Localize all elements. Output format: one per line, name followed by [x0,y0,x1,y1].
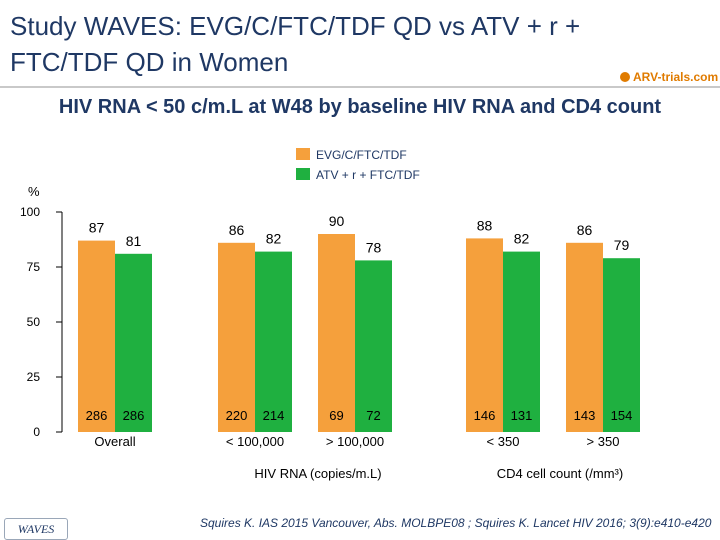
data-label: 81 [126,233,142,249]
y-tick-label: 100 [20,205,40,219]
n-label: 154 [611,408,633,423]
legend-swatch-atv [296,168,310,180]
data-label: 88 [477,217,493,233]
data-label: 82 [266,231,282,247]
n-label: 131 [511,408,533,423]
data-label: 82 [514,231,530,247]
data-label: 90 [329,213,345,229]
bar-atv [115,253,152,432]
logo-text: ARV-trials.com [633,70,719,84]
bar-evg [318,234,355,432]
n-label: 220 [226,408,248,423]
data-label: 78 [366,239,382,255]
y-axis-label: % [28,184,40,199]
data-label: 86 [577,222,593,238]
group-label-cd4: CD4 cell count (/mm³) [497,466,623,481]
category-label: < 350 [487,434,520,449]
data-label: 87 [89,220,105,236]
data-label: 79 [614,237,630,253]
title-divider [0,86,720,88]
n-label: 143 [574,408,596,423]
citation: Squires K. IAS 2015 Vancouver, Abs. MOLB… [200,516,712,530]
chart-subtitle: HIV RNA < 50 c/m.L at W48 by baseline HI… [58,96,662,118]
bar-atv [503,251,540,432]
logo-icon [620,72,630,82]
y-tick-label: 75 [27,260,41,274]
group-label-hiv-rna: HIV RNA (copies/m.L) [254,466,381,481]
legend-swatch-evg [296,148,310,160]
bar-atv [355,260,392,432]
bar-atv [603,258,640,432]
n-label: 214 [263,408,285,423]
category-label: < 100,000 [226,434,284,449]
bar-evg [466,238,503,432]
n-label: 286 [123,408,145,423]
category-label: > 100,000 [326,434,384,449]
category-label: Overall [94,434,135,449]
category-label: > 350 [587,434,620,449]
waves-badge: WAVES [4,518,68,540]
slide-title: Study WAVES: EVG/C/FTC/TDF QD vs ATV + r… [10,11,581,77]
n-label: 286 [86,408,108,423]
legend-label-atv: ATV + r + FTC/TDF [316,168,420,182]
y-tick-label: 50 [27,315,41,329]
arv-trials-logo: ARV-trials.com [620,70,718,84]
y-tick-label: 0 [33,425,40,439]
data-label: 86 [229,222,245,238]
n-label: 69 [329,408,343,423]
legend-label-evg: EVG/C/FTC/TDF [316,148,407,162]
bar-chart: 0 25 50 75 100% EVG/C/FTC/TDF ATV + r + FTC/TD… [20,148,640,481]
y-tick-label: 25 [27,370,41,384]
n-label: 146 [474,408,496,423]
bar-evg [78,240,115,432]
bar-evg [566,242,603,432]
bar-evg [218,242,255,432]
n-label: 72 [366,408,380,423]
bar-atv [255,251,292,432]
